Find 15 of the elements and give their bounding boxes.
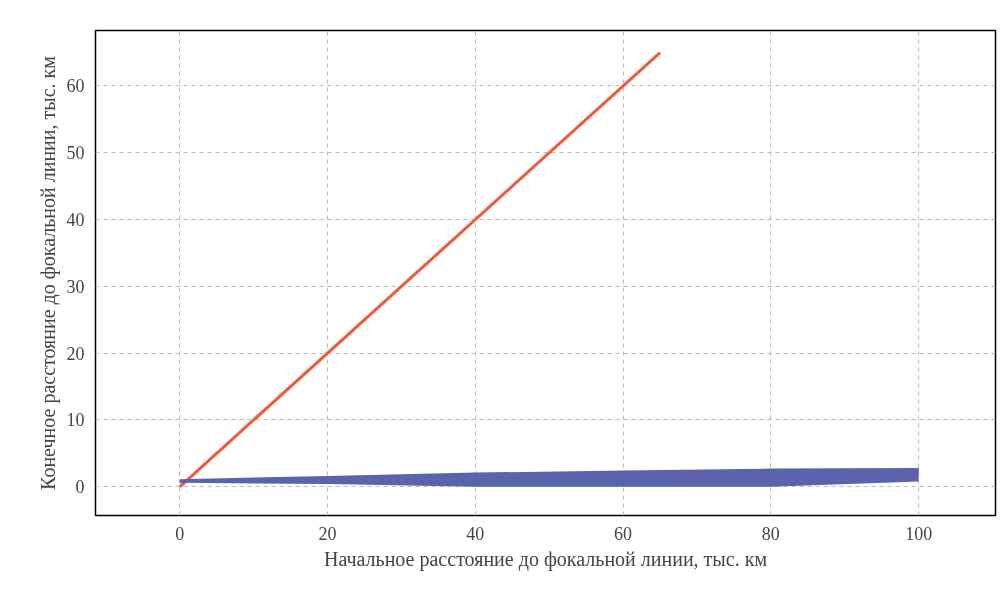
x-tick-label: 40	[466, 523, 485, 544]
x-axis-title: Начальное расстояние до фокальной линии, тыс. км	[323, 547, 768, 571]
y-tick-label: 40	[66, 210, 85, 231]
y-axis-title: Конечное расстояние до фокальной линии, тыс. км	[36, 55, 60, 490]
x-tick-label: 100	[905, 523, 933, 544]
y-tick-label: 30	[66, 276, 85, 297]
x-tick-label: 20	[318, 523, 337, 544]
x-tick-label: 0	[175, 523, 185, 544]
y-tick-label: 20	[66, 343, 85, 364]
y-tick-label: 10	[66, 410, 85, 431]
y-tick-label: 0	[75, 477, 85, 498]
y-tick-label: 50	[66, 143, 85, 164]
y-tick-label: 60	[66, 76, 85, 97]
x-tick-label: 80	[761, 523, 780, 544]
x-tick-label: 60	[614, 523, 633, 544]
